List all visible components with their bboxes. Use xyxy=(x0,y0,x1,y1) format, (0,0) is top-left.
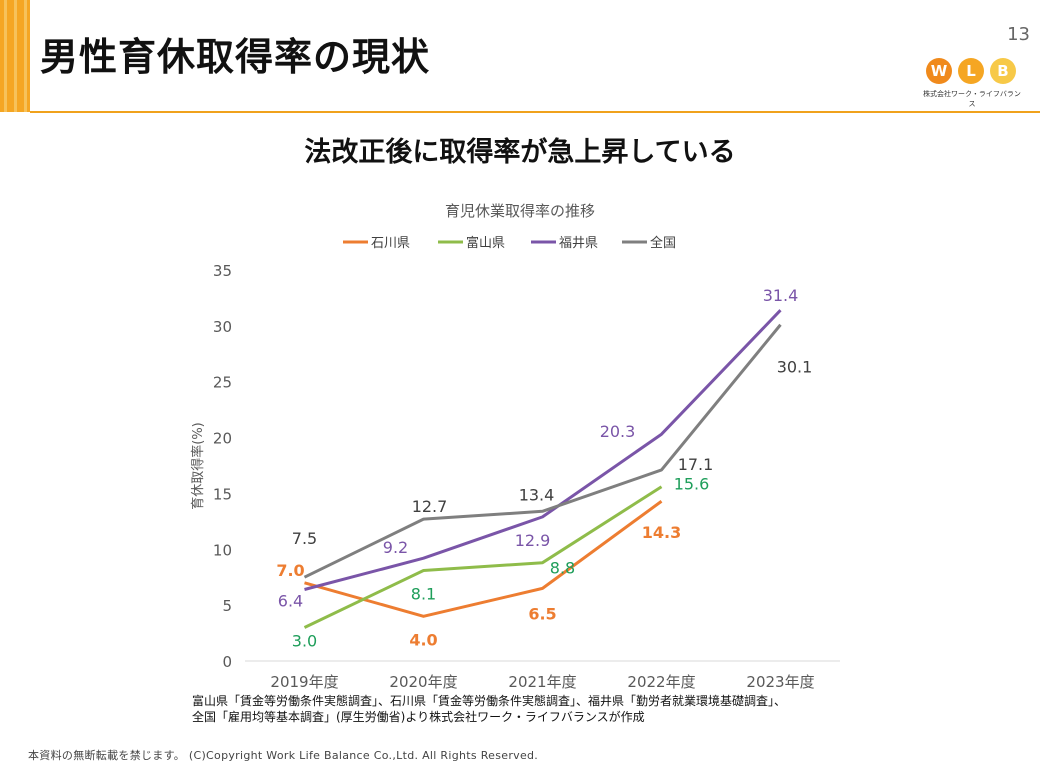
logo-company-name: 株式会社ワーク・ライフバランス xyxy=(923,90,1021,108)
x-tick-label: 2020年度 xyxy=(389,673,457,690)
slide-subtitle: 法改正後に取得率が急上昇している xyxy=(304,137,736,168)
page-title: 男性育休取得率の現状 xyxy=(40,35,431,79)
source-note-line: 全国「雇用均等基本調査」(厚生労働省)より株式会社ワーク・ライフバランスが作成 xyxy=(192,710,645,724)
source-note-line: 富山県「賃金等労働条件実態調査」、石川県「賃金等労働条件実態調査」、福井県「勤労… xyxy=(192,694,787,708)
y-tick-label: 10 xyxy=(213,541,232,559)
copyright-footer: 本資料の無断転載を禁じます。 (C)Copyright Work Life Ba… xyxy=(28,749,539,762)
data-label: 4.0 xyxy=(409,630,437,649)
y-tick-label: 30 xyxy=(213,318,232,336)
series-line xyxy=(304,309,782,591)
legend-label: 富山県 xyxy=(466,235,505,251)
series-line xyxy=(303,485,663,629)
data-label: 8.1 xyxy=(411,585,436,604)
x-tick-label: 2019年度 xyxy=(270,673,338,690)
page-number: 13 xyxy=(1007,24,1030,45)
data-label: 6.4 xyxy=(278,592,303,611)
data-label: 30.1 xyxy=(777,358,813,377)
data-label: 7.5 xyxy=(292,529,317,548)
chart-title: 育児休業取得率の推移 xyxy=(445,202,595,220)
data-label: 7.0 xyxy=(276,561,304,580)
x-tick-label: 2022年度 xyxy=(627,673,695,690)
y-tick-label: 20 xyxy=(213,430,232,448)
data-label: 8.8 xyxy=(550,559,575,578)
data-label: 31.4 xyxy=(763,286,799,305)
logo-letter-b: B xyxy=(990,58,1016,84)
y-tick-label: 15 xyxy=(213,485,232,503)
logo-letter-w: W xyxy=(926,58,952,84)
data-label: 14.3 xyxy=(642,523,681,542)
data-label: 12.7 xyxy=(412,497,448,516)
y-tick-label: 5 xyxy=(222,597,232,615)
source-note: 富山県「賃金等労働条件実態調査」、石川県「賃金等労働条件実態調査」、福井県「勤労… xyxy=(192,693,786,725)
y-axis-title: 育休取得率(%) xyxy=(190,422,206,510)
y-tick-label: 0 xyxy=(222,653,232,671)
x-tick-label: 2023年度 xyxy=(746,673,814,690)
data-label: 13.4 xyxy=(519,485,555,504)
data-label: 12.9 xyxy=(515,531,551,550)
data-label: 6.5 xyxy=(528,604,556,623)
legend-label: 石川県 xyxy=(371,236,410,251)
logo-letter-l: L xyxy=(958,58,984,84)
data-label: 17.1 xyxy=(678,455,714,474)
header-divider xyxy=(30,111,1040,113)
data-label: 15.6 xyxy=(674,475,710,494)
y-tick-label: 35 xyxy=(213,262,232,280)
company-logo: W L B 株式会社ワーク・ライフバランス xyxy=(922,58,1022,108)
y-tick-label: 25 xyxy=(213,374,232,392)
data-label: 3.0 xyxy=(292,631,317,650)
data-label: 20.3 xyxy=(600,422,636,441)
series-line xyxy=(303,323,782,579)
header-accent-bar xyxy=(0,0,30,112)
x-tick-label: 2021年度 xyxy=(508,673,576,690)
legend-label: 全国 xyxy=(650,235,676,251)
data-label: 9.2 xyxy=(383,538,408,557)
legend-label: 福井県 xyxy=(559,236,598,251)
series-line xyxy=(304,500,663,618)
